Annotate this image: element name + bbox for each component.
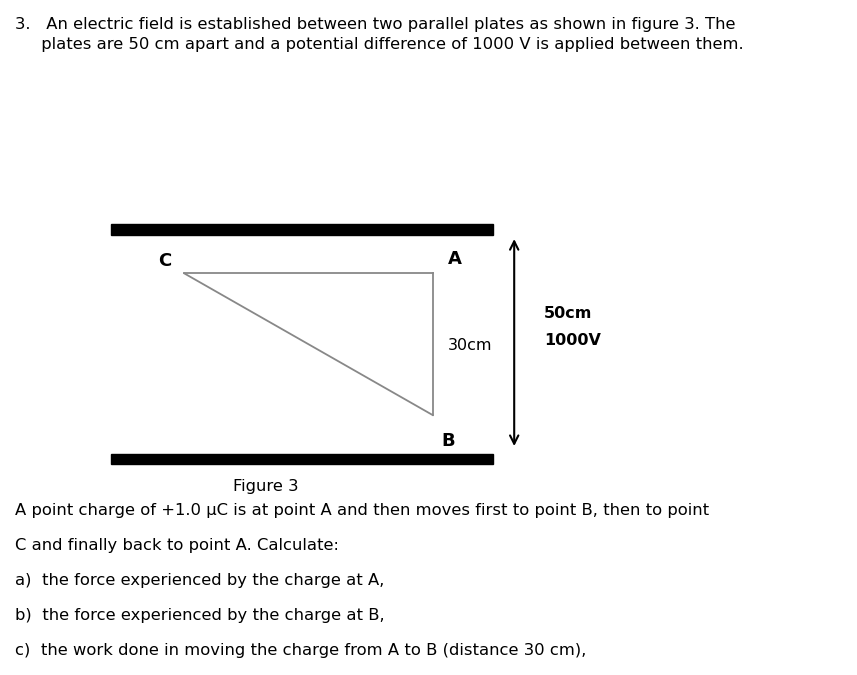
Text: 3.   An electric field is established between two parallel plates as shown in fi: 3. An electric field is established betw… [15,17,736,32]
Text: 30cm: 30cm [447,338,492,353]
Text: C and finally back to point A. Calculate:: C and finally back to point A. Calculate… [15,538,339,553]
Text: A: A [448,250,462,268]
Text: B: B [441,432,455,450]
Text: A point charge of +1.0 μC is at point A and then moves first to point B, then to: A point charge of +1.0 μC is at point A … [15,503,710,518]
Bar [111,454,493,464]
Text: c)  the work done in moving the charge from A to B (distance 30 cm),: c) the work done in moving the charge fr… [15,643,587,658]
Bar [111,224,493,235]
Text: b)  the force experienced by the charge at B,: b) the force experienced by the charge a… [15,608,385,623]
Text: Figure 3: Figure 3 [233,479,298,494]
Text: 50cm: 50cm [544,306,592,321]
Text: a)  the force experienced by the charge at A,: a) the force experienced by the charge a… [15,573,385,588]
Text: 1000V: 1000V [544,333,601,348]
Text: C: C [159,252,171,270]
Text: plates are 50 cm apart and a potential difference of 1000 V is applied between t: plates are 50 cm apart and a potential d… [15,37,744,52]
